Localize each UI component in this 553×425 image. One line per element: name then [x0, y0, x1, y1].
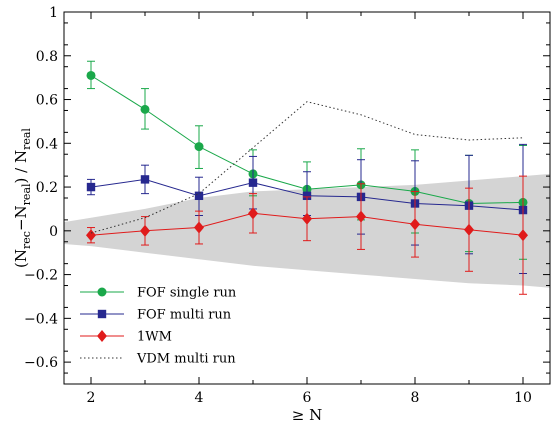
y-tick-label: 1	[49, 5, 58, 21]
data-point	[248, 178, 258, 187]
legend-item: 1WM	[80, 330, 172, 345]
y-tick-label: 0.2	[36, 180, 58, 196]
legend-label: FOF single run	[137, 286, 237, 301]
legend-marker	[97, 309, 107, 319]
data-point	[302, 191, 312, 201]
y-tick-label: 0.6	[36, 93, 58, 109]
data-point	[140, 175, 150, 184]
data-point	[140, 104, 150, 114]
data-point	[86, 229, 96, 242]
y-tick-label: 0.8	[36, 49, 58, 65]
legend-label: FOF multi run	[137, 308, 232, 323]
legend-item: FOF multi run	[80, 308, 232, 323]
y-axis-label: (Nrec−Nreal) / Nreal	[12, 128, 33, 268]
legend-label: 1WM	[137, 330, 172, 345]
data-point	[302, 212, 312, 225]
x-tick-label: 2	[87, 390, 96, 406]
data-point	[140, 224, 150, 237]
data-point	[194, 142, 204, 152]
series-line	[90, 101, 524, 234]
x-tick-label: 10	[514, 390, 532, 406]
x-axis-label: ≥ N	[292, 406, 322, 424]
y-tick-label: −0.4	[24, 311, 58, 327]
data-point	[194, 191, 204, 201]
legend-item: VDM multi run	[80, 352, 236, 367]
x-tick-label: 8	[411, 390, 420, 406]
series-layer	[86, 60, 528, 295]
legend-marker	[97, 287, 107, 297]
x-tick-label: 6	[303, 390, 312, 406]
data-point	[410, 218, 420, 231]
data-point	[86, 182, 96, 192]
data-point	[86, 70, 96, 80]
ticks-layer: 2 4 6 8 10 −0.6 −0.4 −0.2 0 0.2 0.4 0.6 0.8 1	[24, 5, 550, 406]
data-point	[518, 229, 528, 242]
y-tick-label: 0.4	[36, 136, 58, 152]
y-tick-label: −0.6	[24, 355, 58, 371]
series-3	[90, 101, 524, 234]
y-tick-label: −0.2	[24, 268, 58, 284]
x-tick-label: 4	[195, 390, 204, 406]
legend-item: FOF single run	[80, 286, 237, 301]
data-point	[356, 210, 366, 223]
legend-marker	[97, 330, 107, 342]
series-2	[86, 175, 528, 295]
data-point	[464, 223, 474, 236]
data-point	[194, 221, 204, 234]
data-point	[248, 207, 258, 220]
legend-label: VDM multi run	[136, 352, 236, 367]
y-tick-label: 0	[49, 224, 58, 240]
legend: FOF single run FOF multi run 1WM VDM multi …	[80, 286, 237, 367]
